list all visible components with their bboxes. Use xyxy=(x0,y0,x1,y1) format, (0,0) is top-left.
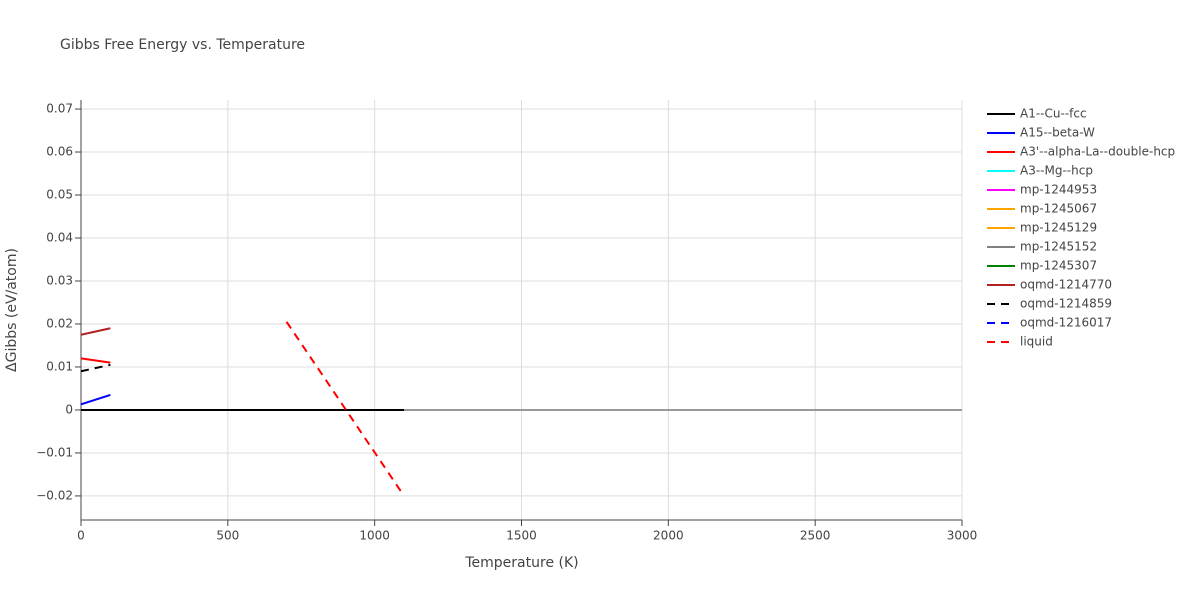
y-tick-label: 0.06 xyxy=(46,145,73,159)
legend-label: mp-1245129 xyxy=(1020,221,1097,235)
y-tick-label: 0.05 xyxy=(46,188,73,202)
legend-label: A1--Cu--fcc xyxy=(1020,107,1087,121)
y-tick-label: 0.01 xyxy=(46,359,73,373)
series-line xyxy=(80,363,111,373)
y-tick-label: 0.07 xyxy=(46,102,73,116)
y-tick-label: 0.04 xyxy=(46,230,73,244)
x-axis-title: Temperature (K) xyxy=(464,555,578,571)
legend-label: oqmd-1214770 xyxy=(1020,278,1112,292)
y-axis-title: ΔGibbs (eV/atom) xyxy=(4,248,20,372)
legend-label: liquid xyxy=(1020,335,1053,349)
legend-label: mp-1245067 xyxy=(1020,202,1097,216)
legend-label: oqmd-1216017 xyxy=(1020,316,1112,330)
y-tick-label: 0 xyxy=(65,402,73,416)
series-line xyxy=(80,327,111,336)
y-tick-label: −0.01 xyxy=(36,445,73,459)
series-line xyxy=(80,393,111,406)
x-tick-label: 2000 xyxy=(653,529,684,543)
y-tick-label: 0.03 xyxy=(46,273,73,287)
legend-label: A3'--alpha-La--double-hcp xyxy=(1020,145,1175,159)
legend-label: mp-1245152 xyxy=(1020,240,1097,254)
series-line xyxy=(80,357,111,364)
legend-label: mp-1245307 xyxy=(1020,259,1097,273)
x-tick-label: 2500 xyxy=(800,529,831,543)
legend-label: A15--beta-W xyxy=(1020,126,1095,140)
x-tick-label: 1500 xyxy=(506,529,537,543)
x-tick-label: 1000 xyxy=(359,529,390,543)
legend-label: A3--Mg--hcp xyxy=(1020,164,1093,178)
x-tick-label: 3000 xyxy=(947,529,978,543)
chart-title: Gibbs Free Energy vs. Temperature xyxy=(60,37,305,53)
x-tick-label: 500 xyxy=(216,529,239,543)
legend-label: oqmd-1214859 xyxy=(1020,297,1112,311)
y-tick-label: 0.02 xyxy=(46,316,73,330)
x-tick-label: 0 xyxy=(77,529,85,543)
y-tick-label: −0.02 xyxy=(36,488,73,502)
series-line xyxy=(285,321,405,497)
legend-label: mp-1244953 xyxy=(1020,183,1097,197)
